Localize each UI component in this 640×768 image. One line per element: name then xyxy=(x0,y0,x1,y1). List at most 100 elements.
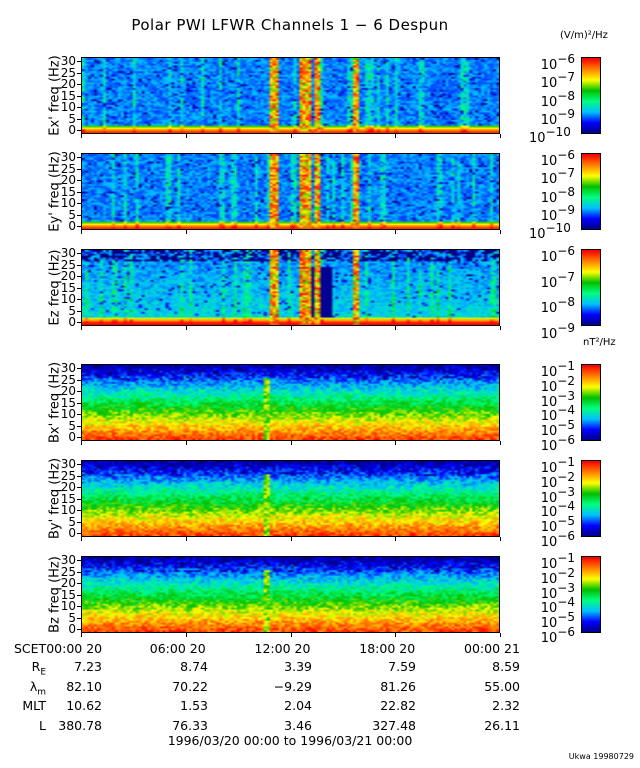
y-tick-label: 25 xyxy=(60,257,76,272)
y-tick-label: 20 xyxy=(60,480,76,494)
y-tick xyxy=(77,226,81,227)
ephemeris-value: 3.46 xyxy=(284,717,312,733)
x-tick xyxy=(81,537,82,541)
ephemeris-value: 76.33 xyxy=(172,717,208,733)
colorbar-tick-label: 10−7 xyxy=(540,166,575,188)
colorbar-tick-label: 10−8 xyxy=(540,184,575,206)
y-tick-label: 0 xyxy=(68,219,76,233)
y-tick xyxy=(77,521,81,523)
y-tick xyxy=(77,107,81,108)
x-tick xyxy=(81,134,82,138)
colorbar-tick-label: 10−1 xyxy=(540,455,575,476)
y-tick-label: 20 xyxy=(60,173,76,187)
colorbar-tick-label: 10−4 xyxy=(540,403,575,425)
y-tick-label: 5 xyxy=(68,514,76,529)
y-tick-label: 20 xyxy=(60,384,76,398)
colorbar-tick-label: 10−7 xyxy=(540,269,575,291)
chart-title: Polar PWI LFWR Channels 1 − 6 Despun xyxy=(131,16,449,34)
x-tick xyxy=(290,230,292,234)
colorbar-tick-label: 10−8 xyxy=(540,295,575,317)
credit: Ukwa 19980729 xyxy=(568,752,634,761)
y-tick xyxy=(77,322,81,323)
colorbar-tick-label: 10−4 xyxy=(540,499,575,521)
ephemeris-label: L xyxy=(39,717,46,733)
ephemeris-value: 2.04 xyxy=(284,698,312,713)
y-tick-label: 25 xyxy=(60,372,76,387)
y-tick-label: 25 xyxy=(60,564,76,579)
y-tick xyxy=(77,95,81,97)
x-tick xyxy=(185,326,187,330)
colorbar-tick-label: 10−6 xyxy=(540,529,575,551)
y-tick xyxy=(77,533,81,534)
y-tick-label: 5 xyxy=(68,303,76,318)
ephemeris-label: RE xyxy=(31,659,46,678)
y-tick-label: 10 xyxy=(60,503,76,517)
ephemeris-value: 8.74 xyxy=(180,659,208,674)
colorbar-tick-label: 10−5 xyxy=(540,418,575,440)
x-tick xyxy=(395,633,397,637)
y-tick-label: 10 xyxy=(60,100,76,114)
x-tick xyxy=(395,326,397,330)
y-tick-label: 30 xyxy=(60,457,76,471)
y-tick xyxy=(77,214,81,216)
x-tick-label: 18:00 20 xyxy=(359,641,416,656)
colorbar-tick-label: 10−2 xyxy=(540,469,575,491)
y-tick xyxy=(77,368,81,369)
y-tick-label: 0 xyxy=(68,430,76,444)
x-tick xyxy=(81,326,82,330)
y-tick xyxy=(77,168,81,170)
x-tick xyxy=(395,537,397,541)
y-tick-label: 5 xyxy=(68,207,76,222)
x-tick xyxy=(290,134,292,138)
y-tick xyxy=(77,583,81,584)
colorbar-6 xyxy=(581,556,601,633)
y-tick xyxy=(77,72,81,74)
x-tick xyxy=(500,537,501,541)
x-tick xyxy=(185,633,187,637)
y-tick xyxy=(77,617,81,619)
x-tick xyxy=(500,230,501,234)
colorbar-unit: nT²/Hz xyxy=(583,337,616,348)
y-tick xyxy=(77,276,81,277)
y-tick-label: 5 xyxy=(68,418,76,433)
x-tick xyxy=(290,441,292,445)
y-tick-label: 10 xyxy=(60,599,76,613)
y-tick-label: 15 xyxy=(60,395,76,410)
colorbar-tick-label: 10−6 xyxy=(540,52,575,73)
y-tick-label: 20 xyxy=(60,77,76,91)
y-tick-label: 10 xyxy=(60,407,76,421)
x-tick xyxy=(500,134,501,138)
y-tick-label: 25 xyxy=(60,65,76,80)
y-tick xyxy=(77,606,81,607)
y-tick xyxy=(77,425,81,427)
colorbar-tick-label: 10−7 xyxy=(540,70,575,92)
y-tick-label: 10 xyxy=(60,196,76,210)
y-tick-label: 25 xyxy=(60,468,76,483)
y-tick xyxy=(77,571,81,573)
ephemeris-value: −9.29 xyxy=(273,678,312,694)
spectrogram-2 xyxy=(81,153,500,230)
y-tick-label: 15 xyxy=(60,491,76,506)
colorbar-tick-label: 10−9 xyxy=(540,107,575,128)
x-tick xyxy=(290,326,292,330)
y-tick-label: 20 xyxy=(60,576,76,590)
colorbar-tick-label: 10−9 xyxy=(540,321,575,342)
ephemeris-value: 10.62 xyxy=(66,698,102,713)
y-tick-label: 15 xyxy=(60,280,76,295)
colorbar-tick-label: 10−3 xyxy=(540,484,575,506)
y-tick-label: 0 xyxy=(68,526,76,540)
colorbar-tick-label: 10−6 xyxy=(540,244,575,265)
y-tick-label: 5 xyxy=(68,111,76,126)
y-tick-label: 10 xyxy=(60,292,76,306)
y-tick-label: 30 xyxy=(60,361,76,375)
y-tick-label: 30 xyxy=(60,246,76,260)
y-tick xyxy=(77,299,81,300)
x-tick xyxy=(395,230,397,234)
y-tick xyxy=(77,594,81,596)
spectrogram-1 xyxy=(81,57,500,134)
colorbar-tick-label: 10−5 xyxy=(540,610,575,632)
y-tick xyxy=(77,379,81,381)
x-tick xyxy=(290,633,292,637)
x-tick xyxy=(185,134,187,138)
x-tick xyxy=(395,441,397,445)
